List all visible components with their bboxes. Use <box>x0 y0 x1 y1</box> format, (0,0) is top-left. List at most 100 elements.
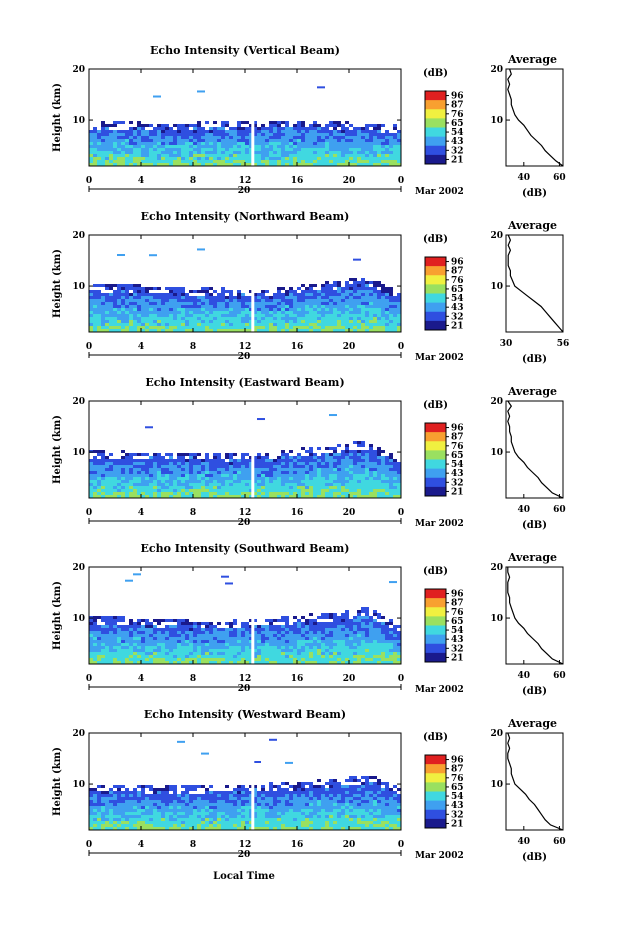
heatmap-cell <box>253 631 257 634</box>
heatmap-cell <box>97 634 101 637</box>
heatmap-cell <box>217 646 221 649</box>
heatmap-cell <box>105 314 109 317</box>
heatmap-cell <box>325 625 329 628</box>
heatmap-cell <box>141 477 145 480</box>
heatmap-cell <box>93 142 97 145</box>
heatmap-cell <box>89 160 93 163</box>
heatmap-cell <box>369 616 373 619</box>
heatmap-cell <box>149 658 153 661</box>
heatmap-cell <box>305 308 309 311</box>
heatmap-cell <box>369 305 373 308</box>
heatmap-cell <box>253 643 257 646</box>
heatmap-cell <box>361 154 365 157</box>
heatmap-cell <box>105 480 109 483</box>
heatmap-cell <box>357 492 361 495</box>
heatmap-cell <box>397 468 401 471</box>
heatmap-cell <box>313 329 317 332</box>
heatmap-cell <box>229 625 233 628</box>
heatmap-cell <box>397 637 401 640</box>
heatmap-cell <box>301 447 305 450</box>
heatmap-cell <box>369 655 373 658</box>
profile-y-tick-label: 10 <box>490 448 503 458</box>
heatmap-cell <box>313 127 317 130</box>
heatmap-cell <box>397 655 401 658</box>
heatmap-cell <box>305 456 309 459</box>
heatmap-cell <box>265 468 269 471</box>
heatmap-cell <box>265 326 269 329</box>
heatmap-cell <box>181 290 185 293</box>
heatmap-cell <box>261 658 265 661</box>
heatmap-cell <box>361 323 365 326</box>
heatmap-cell <box>285 495 289 498</box>
heatmap-cell <box>201 468 205 471</box>
heatmap-cell <box>229 495 233 498</box>
heatmap-cell <box>357 450 361 453</box>
heatmap-cell <box>177 311 181 314</box>
heatmap-cell <box>249 139 253 142</box>
heatmap-cell <box>109 326 113 329</box>
heatmap-cell <box>101 812 105 815</box>
heatmap-cell <box>341 643 345 646</box>
heatmap-cell <box>113 133 117 136</box>
heatmap-cell <box>233 462 237 465</box>
heatmap-cell <box>345 658 349 661</box>
heatmap-cell <box>317 148 321 151</box>
heatmap-cell <box>193 640 197 643</box>
heatmap-cell <box>117 287 121 290</box>
heatmap-cell <box>141 625 145 628</box>
heatmap-cell <box>181 133 185 136</box>
heatmap-cell <box>381 492 385 495</box>
heatmap-cell <box>353 477 357 480</box>
heatmap-cell <box>105 154 109 157</box>
heatmap-cell <box>161 127 165 130</box>
heatmap-cell <box>277 290 281 293</box>
heatmap-cell <box>97 495 101 498</box>
heatmap-cell <box>213 486 217 489</box>
heatmap-cell <box>317 151 321 154</box>
heatmap-cell <box>269 474 273 477</box>
heatmap-cell <box>269 130 273 133</box>
heatmap-cell <box>249 652 253 655</box>
heatmap-cell <box>209 148 213 151</box>
heatmap-cell <box>337 323 341 326</box>
heatmap-cell <box>297 462 301 465</box>
heatmap-cell <box>253 483 257 486</box>
heatmap-cell <box>205 163 209 166</box>
heatmap-cell <box>301 625 305 628</box>
heatmap-cell <box>133 622 137 625</box>
heatmap-cell <box>393 495 397 498</box>
heatmap-cell <box>317 471 321 474</box>
heatmap-cell <box>365 299 369 302</box>
heatmap-cell <box>101 326 105 329</box>
heatmap-cell <box>221 308 225 311</box>
heatmap-cell <box>273 465 277 468</box>
heatmap-cell <box>129 133 133 136</box>
heatmap-cell <box>109 637 113 640</box>
heatmap-cell <box>233 142 237 145</box>
heatmap-cell <box>241 127 245 130</box>
heatmap-cell <box>189 646 193 649</box>
heatmap-cell <box>393 302 397 305</box>
heatmap-cell <box>309 480 313 483</box>
heatmap-cell <box>281 450 285 453</box>
heatmap-cell <box>289 495 293 498</box>
heatmap-cell <box>165 477 169 480</box>
heatmap-cell <box>233 299 237 302</box>
heatmap-cell <box>185 637 189 640</box>
heatmap-cell <box>145 640 149 643</box>
heatmap-cell <box>125 477 129 480</box>
heatmap-cell <box>257 127 261 130</box>
heatmap-cell <box>273 163 277 166</box>
heatmap-cell <box>241 661 245 664</box>
heatmap-cell <box>241 154 245 157</box>
heatmap-cell <box>365 450 369 453</box>
heatmap-cell <box>241 637 245 640</box>
heatmap-cell <box>193 136 197 139</box>
heatmap-cell <box>217 643 221 646</box>
heatmap-cell <box>113 157 117 160</box>
heatmap-cell <box>93 305 97 308</box>
heatmap-cell <box>237 305 241 308</box>
heatmap-cell <box>221 139 225 142</box>
heatmap-cell <box>253 456 257 459</box>
heatmap-cell <box>97 154 101 157</box>
